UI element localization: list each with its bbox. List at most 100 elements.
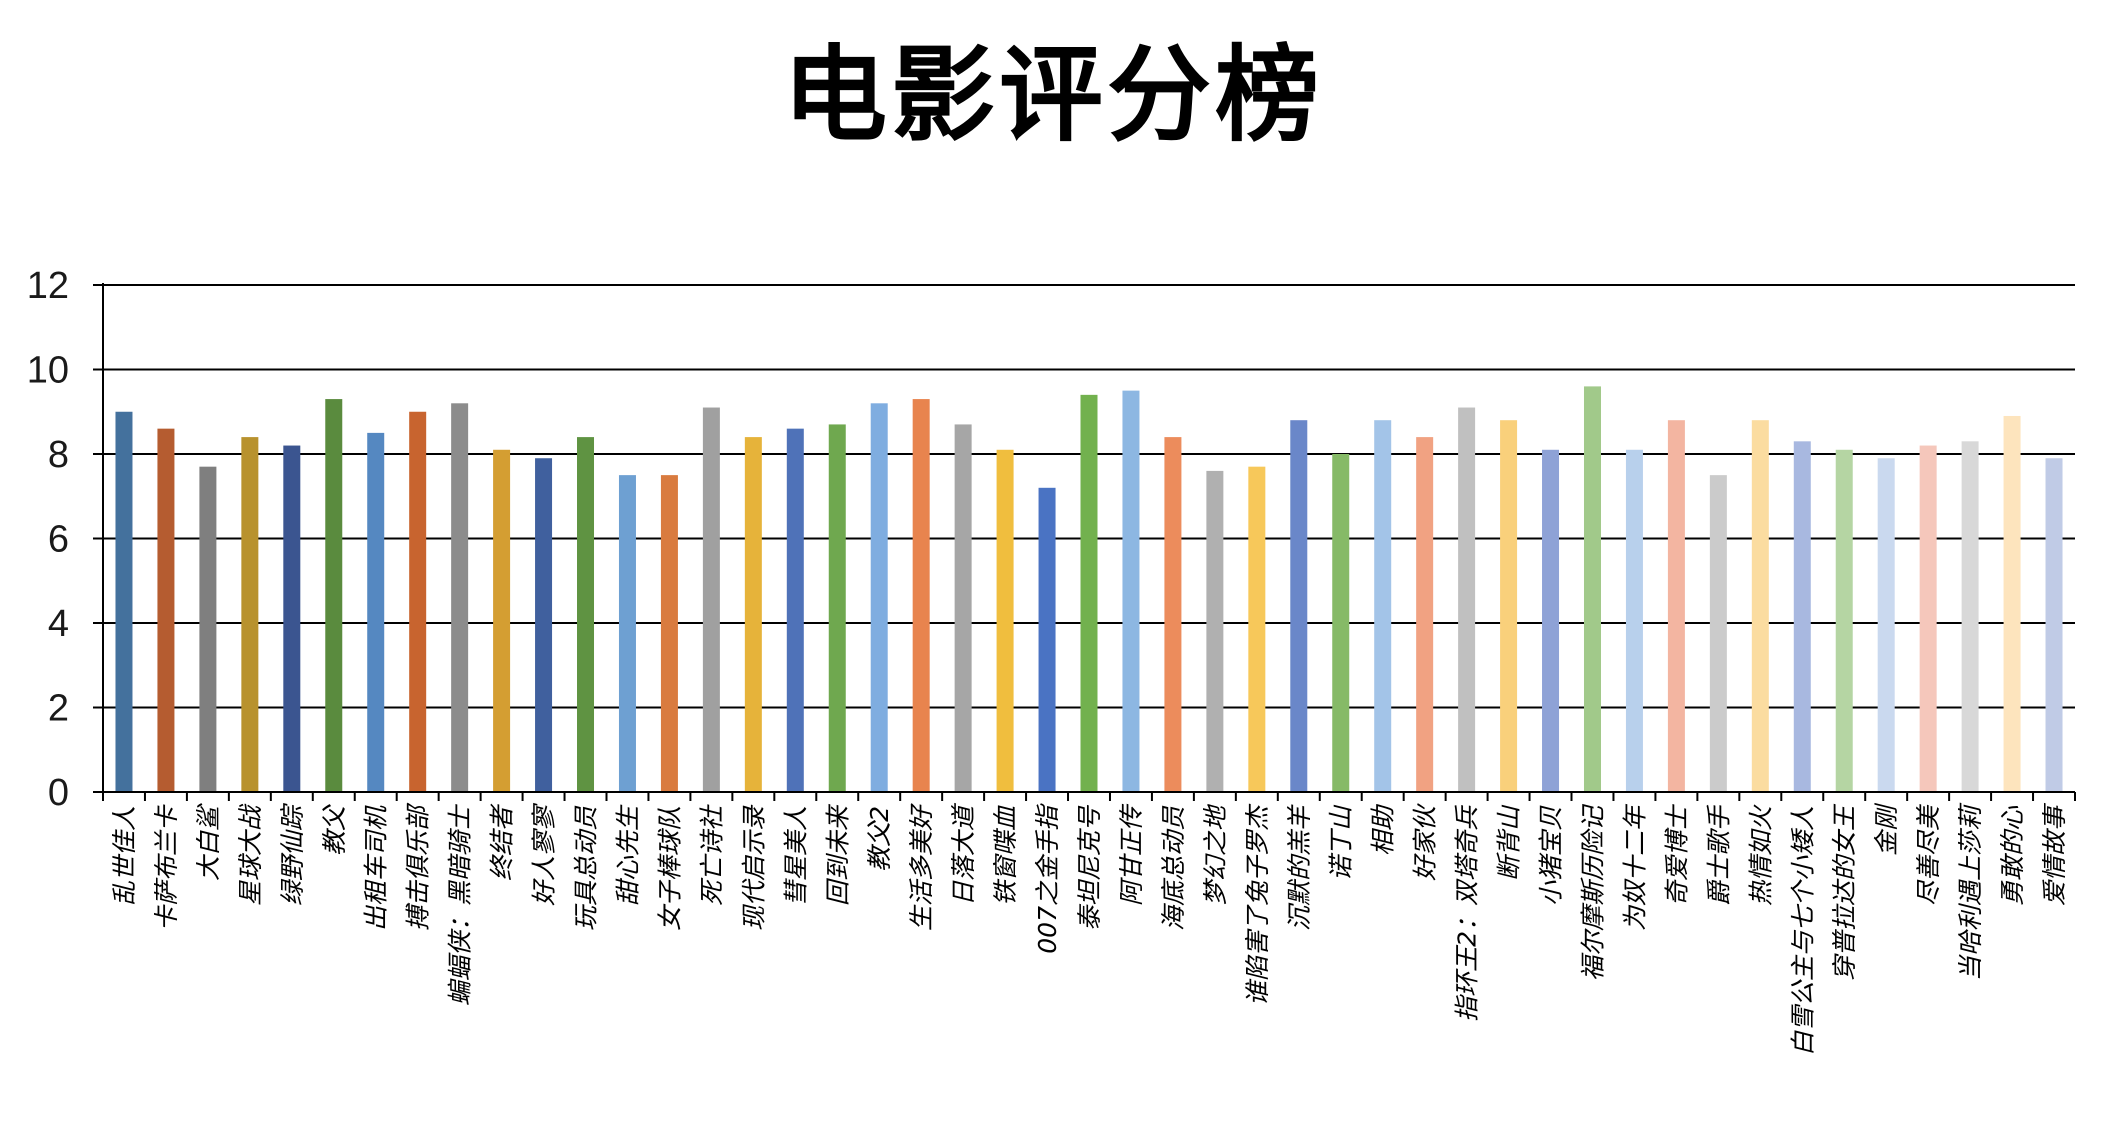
bar [786,428,804,792]
bar [199,466,217,792]
bar [1458,407,1476,792]
x-category-label: 007之金手指 [1033,803,1062,954]
x-category-label: 断背山 [1495,804,1524,881]
x-category-label: 奇爱博士 [1662,803,1691,906]
y-tick-label: 6 [48,519,69,561]
bar [870,403,888,792]
bar [1625,449,1643,792]
bar [744,437,762,792]
bar [1080,394,1098,792]
x-category-label: 教父 [320,804,349,856]
bar [535,458,553,792]
y-tick-label: 2 [48,688,69,730]
x-category-label: 尽善尽美 [1914,804,1943,906]
bar [1038,487,1056,792]
x-category-label: 金刚 [1872,802,1901,856]
bar [1332,454,1350,792]
x-category-label: 铁窗喋血 [991,805,1020,906]
bar [660,475,678,792]
bar [367,432,385,792]
bar [702,407,720,792]
x-category-label: 爱情故事 [2040,802,2069,906]
bar [2003,415,2021,792]
x-category-label: 星球大战 [236,803,265,906]
x-category-label: 指环王2：双塔奇兵 [1453,805,1482,1022]
axes [93,283,2076,801]
x-category-label: 穿普拉达的女王 [1830,803,1859,981]
bar [1374,420,1392,792]
bar [325,399,343,792]
x-category-label: 搏击俱乐部 [404,802,433,931]
y-tick-label: 8 [48,434,69,476]
bar [283,445,301,792]
x-category-label: 死亡诗社 [697,804,726,906]
x-category-label: 好家伙 [1411,803,1440,881]
bar [1583,386,1601,792]
bar [1709,475,1727,792]
bar [577,437,595,792]
x-category-label: 泰坦尼克号 [1075,804,1104,931]
bar [1919,445,1937,792]
x-category-label: 为奴十二年 [1620,803,1649,931]
x-category-label: 生活多美好 [907,803,936,931]
x-category-label: 彗星美人 [781,806,810,906]
y-tick-label: 12 [27,265,69,307]
bar [1416,437,1434,792]
bar [1290,420,1308,792]
bar [996,449,1014,792]
bar [1122,390,1140,792]
x-category-label: 好人寥寥 [530,802,559,906]
bar [1667,420,1685,792]
x-axis-labels: 乱世佳人 卡萨布兰卡 大白鲨 星球大战 绿野仙踪 教父 出租车司机 搏击俱乐部 蝙蝠侠：黑暗骑士… [110,802,2069,1056]
x-category-label: 终结者 [488,803,517,881]
x-category-label: 相助 [1369,803,1398,856]
y-tick-label: 4 [48,603,69,645]
x-category-label: 勇敢的心 [1998,805,2027,906]
bar [1751,420,1769,792]
x-category-label: 大白鲨 [194,803,223,881]
x-category-label: 热情如火 [1746,804,1775,906]
x-category-label: 谁陷害了兔子罗杰 [1243,803,1272,1006]
y-tick-label: 10 [27,350,69,392]
bar [1500,420,1518,792]
bar [451,403,469,792]
x-category-label: 出租车司机 [362,805,391,931]
x-category-label: 绿野仙踪 [278,802,307,906]
bar [1248,466,1266,792]
bar [1793,441,1811,792]
chart-title: 电影评分榜 [782,34,1323,156]
x-category-label: 日落大道 [949,802,978,906]
bar [241,437,259,792]
x-category-label: 阿甘正传 [1117,803,1146,906]
x-category-label: 现代启示录 [739,804,768,931]
bar [157,428,175,792]
x-category-label: 卡萨布兰卡 [152,804,181,931]
x-category-label: 玩具总动员 [572,805,601,931]
y-axis-ticks: 0 2 4 6 8 10 12 [27,265,103,814]
y-tick-label: 0 [48,772,69,814]
x-category-label: 爵士歌手 [1704,804,1733,906]
x-category-label: 当哈利遇上莎莉 [1956,802,1985,981]
x-category-label: 教父2 [865,806,894,872]
x-category-label: 梦幻之地 [1201,803,1230,906]
bars [115,386,2063,792]
bar [1835,449,1853,792]
bar [912,399,930,792]
bar [1206,470,1224,792]
bar [954,424,972,792]
x-category-label: 女子棒球队 [655,806,684,931]
x-category-label: 乱世佳人 [110,806,139,906]
x-category-label: 白雪公主与七个小矮人 [1788,806,1817,1056]
bar [828,424,846,792]
bar [2045,458,2063,792]
x-category-label: 海底总动员 [1159,805,1188,931]
x-category-label: 蝙蝠侠：黑暗骑士 [446,803,475,1006]
bar [1164,437,1182,792]
x-category-label: 回到未来 [823,803,852,906]
bar [409,411,427,792]
bar [1877,458,1895,792]
bar [493,449,511,792]
bar [1961,441,1979,792]
bar [1542,449,1560,792]
